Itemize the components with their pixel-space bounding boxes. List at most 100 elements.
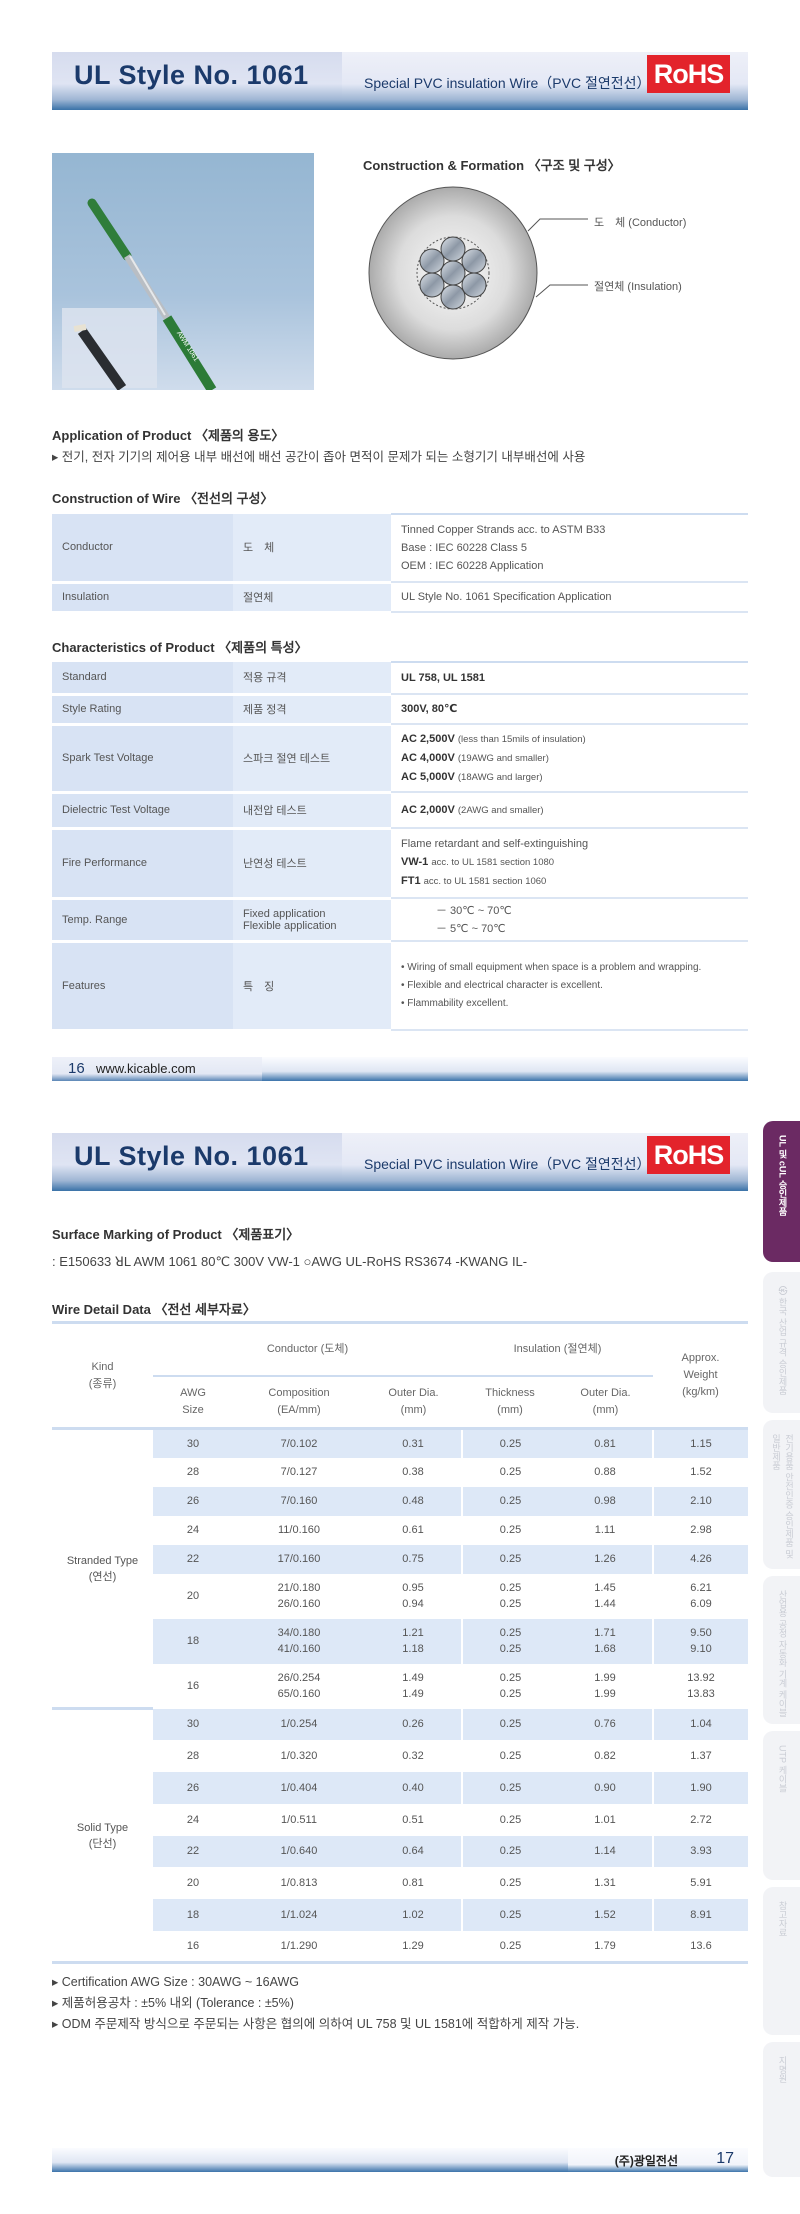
table-row: 22 1/0.640 0.64 0.25 1.14 3.93 [52, 1835, 748, 1868]
cell-comp: 1/0.640 [233, 1835, 365, 1868]
cell-iod: 0.76 [558, 1708, 654, 1741]
cell-value: 1.37 [690, 1750, 712, 1763]
cell-value: 0.76 [594, 1718, 616, 1731]
cell-value: 0.25 [499, 1908, 522, 1921]
cell-value: 0.94 [402, 1598, 424, 1610]
cell-awg: 30 [153, 1708, 233, 1741]
cell-wt: 2.72 [653, 1804, 748, 1836]
cell-th: 0.25 [462, 1544, 558, 1574]
cell-awg: 16 [153, 1930, 233, 1964]
cell-th: 0.25 [462, 1804, 558, 1836]
cell-od: 0.40 [365, 1772, 463, 1804]
cell-value: 26/0.160 [277, 1598, 321, 1610]
cell-value: 0.25 [499, 1466, 522, 1478]
row-label-en: Standard [52, 662, 233, 696]
table-row: 28 7/0.127 0.38 0.25 0.88 1.52 [52, 1457, 748, 1487]
cell-value: 0.95 [402, 1582, 424, 1594]
cell-value: 0.38 [402, 1466, 424, 1478]
cell-th: 0.25 [462, 1772, 558, 1804]
table-row: 22 17/0.160 0.75 0.25 1.26 4.26 [52, 1544, 748, 1574]
value-line: VW-1 acc. to UL 1581 section 1080 [401, 853, 738, 872]
label-line: Fixed application [243, 907, 326, 920]
cell-value: 1.18 [402, 1643, 424, 1655]
cell-value: 1.71 [594, 1627, 616, 1639]
cell-wt: 3.93 [653, 1835, 748, 1868]
label-line: Flexible application [243, 919, 337, 932]
table-row: 24 11/0.160 0.61 0.25 1.11 2.98 [52, 1515, 748, 1545]
kind-header: Kind (종류) [52, 1321, 153, 1430]
side-tab-1[interactable]: UL 및 cUL 승인제품 [763, 1121, 800, 1262]
row-value: Flame retardant and self-extinguishing VW… [391, 827, 748, 899]
side-tab-6[interactable]: 참고자료 [763, 1887, 800, 2035]
cell-comp: 11/0.160 [233, 1516, 365, 1545]
row-label-ko: Fixed application Flexible application [233, 898, 391, 943]
cell-awg: 28 [186, 1466, 200, 1478]
cell-value: 4.26 [690, 1553, 712, 1565]
cell-value: 1.21 [402, 1627, 424, 1639]
cell-value: 1.02 [402, 1908, 424, 1921]
cell-value: 0.25 [499, 1495, 522, 1507]
formation-heading: Construction & Formation 〈구조 및 구성〉 [363, 158, 621, 173]
side-tab-4[interactable]: 산업용 공정 자동화 기계 케이블 [763, 1576, 800, 1724]
cell-value: 7/0.102 [280, 1437, 318, 1450]
cell-iod: 1.71 1.68 [558, 1618, 654, 1664]
cell-value: 5.91 [690, 1877, 712, 1890]
cell-value: 0.81 [402, 1877, 424, 1890]
table-row: 26 1/0.404 0.40 0.25 0.90 1.90 [52, 1772, 748, 1804]
table-row: 20 21/0.180 26/0.160 0.95 0.94 0.25 0.25 1.45 1.… [52, 1573, 748, 1619]
cell-value: 2.98 [690, 1524, 712, 1536]
cell-value: 0.25 [499, 1750, 522, 1763]
page-subtitle: Special PVC insulation Wire（PVC 절연전선） [364, 1156, 651, 1172]
cell-value: 7/0.160 [280, 1495, 318, 1507]
table-row: 24 1/0.511 0.51 0.25 1.01 2.72 [52, 1803, 748, 1836]
cell-value: 1.11 [594, 1524, 616, 1536]
cell-value: 0.25 [499, 1877, 522, 1890]
website-link[interactable]: www.kicable.com [96, 1061, 196, 1076]
value-line: • Flammability excellent. [401, 995, 738, 1013]
weight-header: Approx. Weight (kg/km) [653, 1321, 748, 1430]
wire-product-photo: AWM 1061 [52, 153, 314, 390]
table-row: Insulation 절연체 UL Style No. 1061 Specifi… [52, 581, 748, 614]
value-bold: AC 2,000V [401, 803, 455, 816]
table-row: 26 7/0.160 0.48 0.25 0.98 2.10 [52, 1486, 748, 1516]
cell-th: 0.25 [462, 1930, 558, 1964]
cell-value: 0.25 [499, 1672, 522, 1684]
cell-od: 0.95 0.94 [365, 1573, 463, 1619]
side-tab-3[interactable]: 전기용품 안전인증 승인제품 및 일반제품 [763, 1420, 800, 1569]
cell-value: 6.09 [690, 1598, 712, 1610]
row-value: Tinned Copper Strands acc. to ASTM B33 B… [391, 513, 748, 583]
row-label-ko: 난연성 테스트 [233, 828, 391, 900]
value-text: acc. to UL 1581 section 1060 [423, 876, 547, 887]
value-bold: VW-1 [401, 856, 429, 868]
value-text: • Flammability excellent. [401, 997, 509, 1009]
cell-value: 1.01 [594, 1813, 616, 1826]
cell-wt: 2.98 [653, 1516, 748, 1545]
cell-th: 0.25 [462, 1428, 558, 1458]
side-tab-5[interactable]: UTP 케이블 [763, 1731, 800, 1880]
cell-comp: 1/0.813 [233, 1867, 365, 1899]
cell-value: 0.82 [594, 1750, 616, 1763]
side-tab-label: 참고자료 [777, 1901, 788, 1937]
row-label-ko: 절연체 [233, 582, 391, 614]
table-row: Standard 적용 규격 UL 758, UL 1581 [52, 661, 748, 696]
cell-value: 1/0.511 [281, 1813, 317, 1826]
cell-value: 1/1.290 [280, 1939, 318, 1952]
kind-label: Solid Type [76, 1821, 129, 1834]
value-line: UL 758, UL 1581 [401, 669, 738, 687]
cell-value: 6.21 [690, 1582, 712, 1594]
cell-comp: 1/0.511 [233, 1804, 365, 1836]
construction-heading: Construction of Wire 〈전선의 구성〉 [52, 491, 274, 506]
cell-iod: 0.88 [558, 1457, 654, 1487]
cell-awg: 22 [153, 1835, 233, 1868]
side-tab-7[interactable]: 지명원 [763, 2042, 800, 2177]
cell-od: 0.81 [365, 1867, 463, 1899]
outer-dia-header: Outer Dia. (mm) [365, 1374, 462, 1430]
conductor-label: 도 체 (Conductor) [594, 217, 687, 229]
cell-iod: 1.31 [558, 1867, 654, 1899]
cell-wt: 5.91 [653, 1867, 748, 1899]
side-tab-2[interactable]: ㉿ 한국 산업 규격 승인제품 [763, 1272, 800, 1413]
cell-value: 1.15 [690, 1437, 712, 1450]
value-text: (less than 15mils of insulation) [457, 733, 586, 745]
table-row: Fire Performance 난연성 테스트 Flame retardant a… [52, 827, 748, 900]
cell-value: 1.68 [594, 1643, 616, 1655]
